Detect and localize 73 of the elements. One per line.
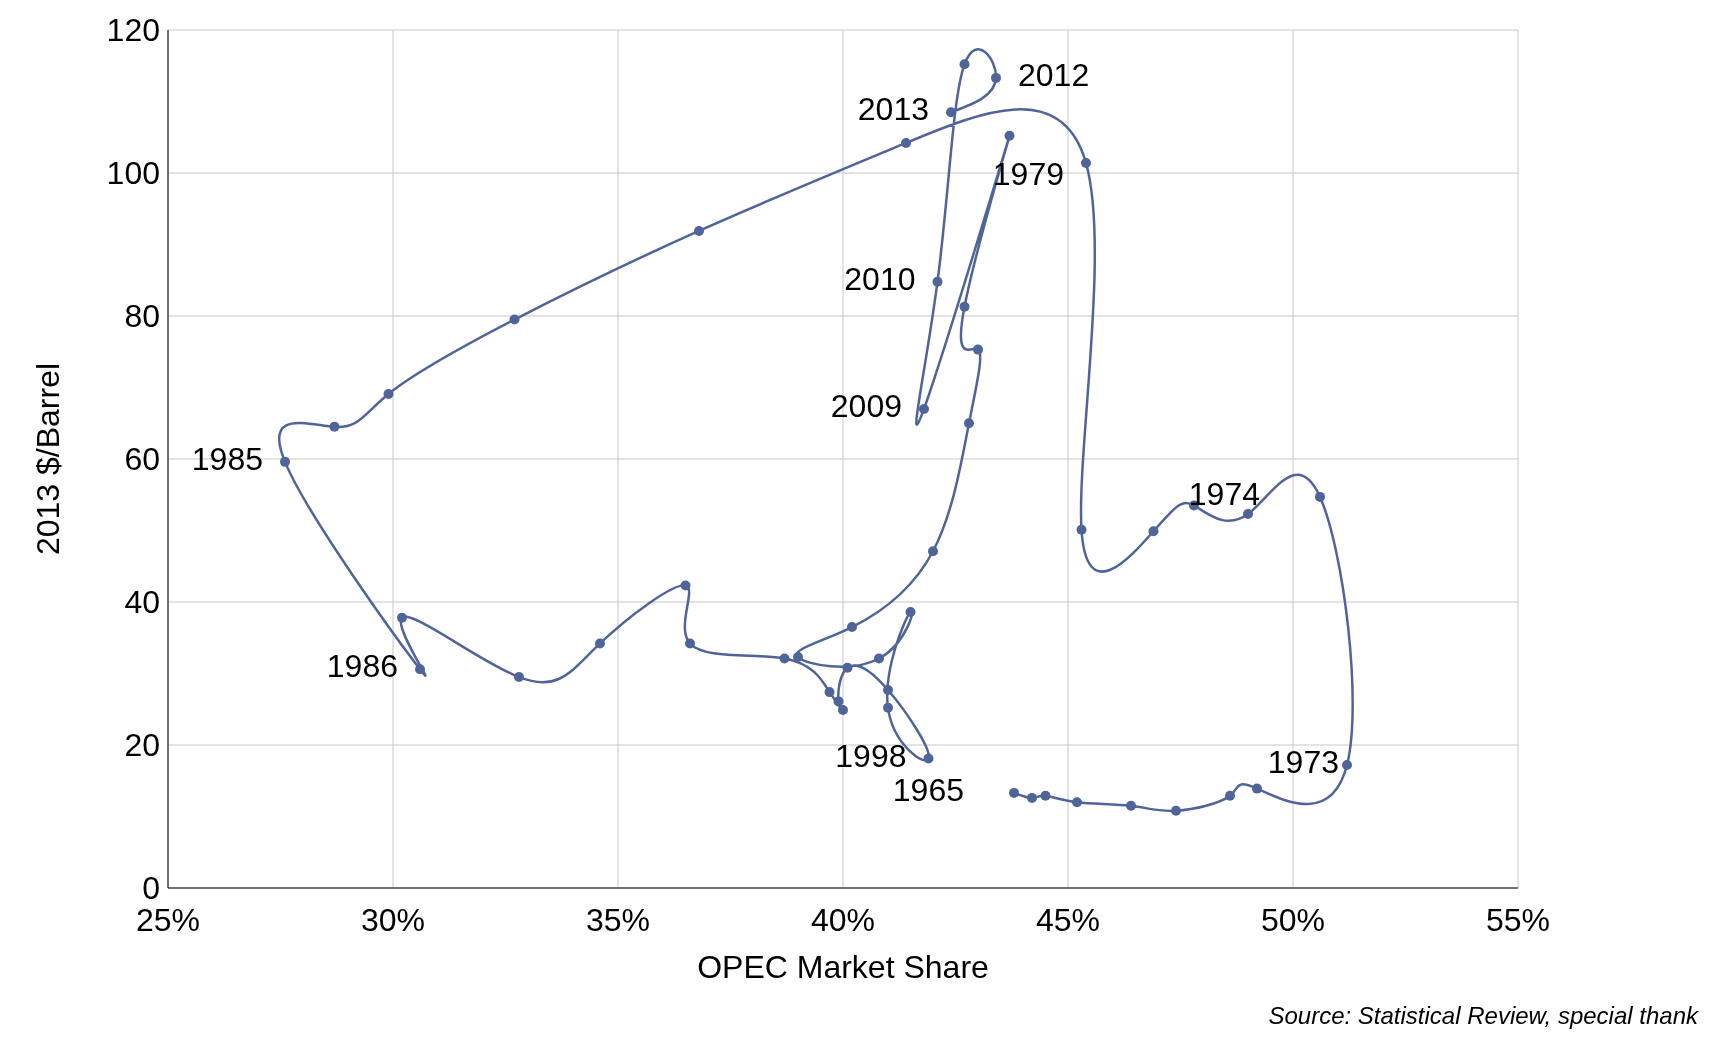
x-tick-label: 50% xyxy=(1260,901,1326,938)
point xyxy=(964,418,974,429)
point xyxy=(1342,760,1352,771)
annotation: 2012 xyxy=(1018,56,1090,93)
point xyxy=(1126,800,1136,811)
y-axis-title: 2013 $/Barrel xyxy=(30,362,67,556)
point xyxy=(847,622,857,633)
annotation: 2013 xyxy=(857,91,929,128)
point xyxy=(415,664,425,675)
point xyxy=(1252,783,1262,794)
point xyxy=(1040,790,1051,801)
point xyxy=(838,704,848,715)
annotation: 2010 xyxy=(844,260,916,297)
x-axis-title: OPEC Market Share xyxy=(697,949,989,985)
point xyxy=(779,653,790,664)
point xyxy=(932,276,943,287)
x-tick-label: 35% xyxy=(585,901,651,938)
point xyxy=(824,687,835,698)
annotation: 1965 xyxy=(892,771,964,808)
annotation: 1986 xyxy=(326,648,398,685)
point xyxy=(514,672,524,683)
y-tick-label: 60 xyxy=(124,441,160,478)
y-tick-label: 120 xyxy=(106,12,160,49)
point xyxy=(959,301,970,312)
point xyxy=(874,653,884,664)
point xyxy=(946,107,956,118)
annotation: 1973 xyxy=(1267,744,1339,781)
point xyxy=(329,421,340,432)
annotation: 1985 xyxy=(191,440,263,477)
point xyxy=(1004,130,1015,141)
x-tick-label: 40% xyxy=(810,901,876,938)
point xyxy=(1009,787,1019,798)
point xyxy=(1171,805,1181,816)
annotation: 1998 xyxy=(835,737,907,774)
point xyxy=(397,612,407,623)
point xyxy=(383,388,394,399)
point xyxy=(1315,491,1325,502)
point xyxy=(793,652,803,663)
point xyxy=(685,638,695,649)
annotation: 1974 xyxy=(1188,475,1260,512)
point xyxy=(883,702,893,713)
x-tick-label: 45% xyxy=(1035,901,1101,938)
y-tick-label: 80 xyxy=(124,298,160,335)
point xyxy=(509,314,520,325)
point xyxy=(694,225,704,236)
point xyxy=(1081,157,1091,168)
x-tick-label: 30% xyxy=(360,901,426,938)
point xyxy=(928,546,938,557)
point xyxy=(1225,790,1235,801)
point xyxy=(1072,797,1082,808)
point xyxy=(959,59,970,70)
y-tick-label: 20 xyxy=(124,727,160,764)
point xyxy=(1148,526,1159,537)
point xyxy=(901,137,911,148)
point xyxy=(883,684,893,695)
point xyxy=(905,607,916,618)
point xyxy=(595,638,605,649)
point xyxy=(833,696,844,707)
point xyxy=(1076,524,1087,535)
y-tick-label: 100 xyxy=(106,155,160,192)
point xyxy=(923,753,934,764)
annotation: 2009 xyxy=(830,387,902,424)
point xyxy=(973,344,983,355)
point xyxy=(991,72,1001,83)
point xyxy=(280,456,290,467)
point xyxy=(919,403,929,414)
y-tick-label: 40 xyxy=(124,584,160,621)
point xyxy=(680,580,691,591)
point xyxy=(842,662,853,673)
point xyxy=(1243,509,1253,520)
source-note: Source: Statistical Review, special thank xyxy=(1268,1002,1698,1030)
x-tick-label: 55% xyxy=(1485,901,1551,938)
point xyxy=(1027,792,1037,803)
